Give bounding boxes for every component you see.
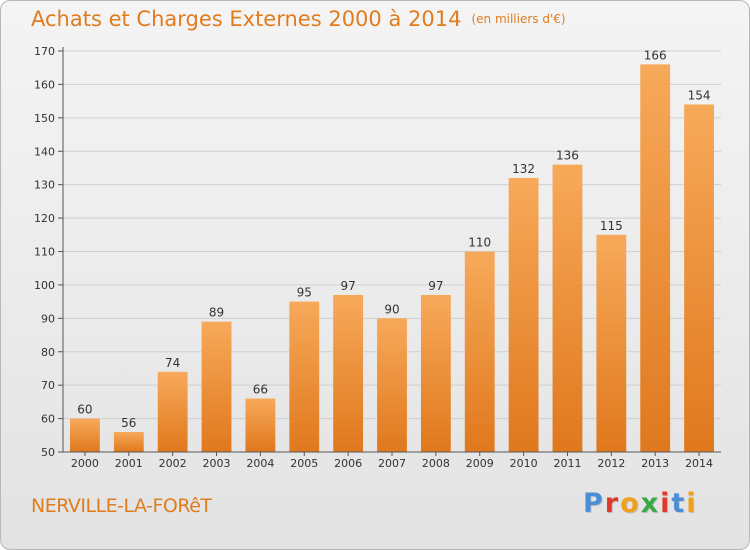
y-tick-label: 170 xyxy=(34,45,55,58)
y-tick-label: 130 xyxy=(34,179,55,192)
x-tick-label: 2008 xyxy=(422,457,450,470)
commune-name: NERVILLE-LA-FORêT xyxy=(31,495,212,517)
y-tick-label: 160 xyxy=(34,78,55,91)
bar xyxy=(596,234,627,452)
bar-value-label: 90 xyxy=(384,302,399,316)
y-tick-label: 120 xyxy=(34,212,55,225)
bar xyxy=(289,301,320,452)
y-tick-label: 80 xyxy=(41,346,55,359)
x-tick-label: 2009 xyxy=(466,457,494,470)
x-tick-label: 2003 xyxy=(203,457,231,470)
y-tick-label: 140 xyxy=(34,145,55,158)
x-tick-label: 2011 xyxy=(553,457,581,470)
bar-value-label: 115 xyxy=(600,219,623,233)
bar-value-label: 60 xyxy=(77,403,92,417)
x-tick-label: 2005 xyxy=(290,457,318,470)
axes: 50 60 70 80 90 100 110 120 130 140 150 160 170 2000 20… xyxy=(34,45,721,470)
bar xyxy=(508,177,539,452)
logo-letter: i xyxy=(686,488,698,519)
y-tick-label: 150 xyxy=(34,112,55,125)
bar-value-label: 97 xyxy=(340,279,355,293)
y-tick-label: 70 xyxy=(41,379,55,392)
logo-letter: i xyxy=(660,488,672,519)
x-tick-label: 2013 xyxy=(641,457,669,470)
bar xyxy=(70,418,100,452)
bar-value-label: 74 xyxy=(165,356,180,370)
bar xyxy=(157,371,188,452)
x-tick-label: 2006 xyxy=(334,457,362,470)
bar-value-label: 154 xyxy=(688,88,711,102)
x-tick-label: 2001 xyxy=(115,457,143,470)
x-tick-label: 2002 xyxy=(159,457,187,470)
bar xyxy=(684,104,714,452)
chart-title-text: Achats et Charges Externes 2000 à 2014 xyxy=(31,7,462,31)
bar xyxy=(245,398,276,452)
logo-letter: P xyxy=(583,488,605,519)
chart-title: Achats et Charges Externes 2000 à 2014 (e… xyxy=(31,7,566,31)
bar-value-label: 66 xyxy=(253,383,268,397)
bar-value-label: 132 xyxy=(512,162,535,176)
logo-letter: x xyxy=(640,488,661,519)
y-tick-label: 110 xyxy=(34,246,55,259)
bar xyxy=(640,64,671,452)
bar-value-label: 95 xyxy=(297,286,312,300)
chart-unit: (en milliers d'€) xyxy=(471,12,566,26)
x-tick-label: 2010 xyxy=(510,457,538,470)
bar xyxy=(464,251,495,452)
logo-letter: t xyxy=(671,488,687,519)
bar xyxy=(377,318,407,452)
bar xyxy=(201,321,232,452)
bar-value-label: 56 xyxy=(121,416,136,430)
y-tick-label: 90 xyxy=(41,312,55,325)
bar-value-label: 97 xyxy=(428,279,443,293)
y-tick-label: 60 xyxy=(41,413,55,426)
bar-value-label: 89 xyxy=(209,306,224,320)
y-tick-label: 100 xyxy=(34,279,55,292)
bars: 60 56 74 89 66 95 97 90 97 110 132 136 115 166 154 xyxy=(70,48,714,452)
x-tick-label: 2012 xyxy=(597,457,625,470)
x-tick-label: 2004 xyxy=(246,457,274,470)
bar xyxy=(333,294,364,452)
logo-letter: o xyxy=(620,488,641,519)
bar xyxy=(113,431,144,452)
logo-letter: r xyxy=(604,488,621,519)
bar-value-label: 136 xyxy=(556,149,579,163)
x-tick-label: 2000 xyxy=(71,457,99,470)
bar xyxy=(420,294,451,452)
bar-value-label: 110 xyxy=(468,236,491,250)
proxiti-logo[interactable]: Proxiti xyxy=(583,488,698,519)
bar-value-label: 166 xyxy=(644,48,667,62)
y-tick-label: 50 xyxy=(41,446,55,459)
x-tick-label: 2014 xyxy=(685,457,713,470)
bar xyxy=(552,164,583,452)
x-tick-label: 2007 xyxy=(378,457,406,470)
